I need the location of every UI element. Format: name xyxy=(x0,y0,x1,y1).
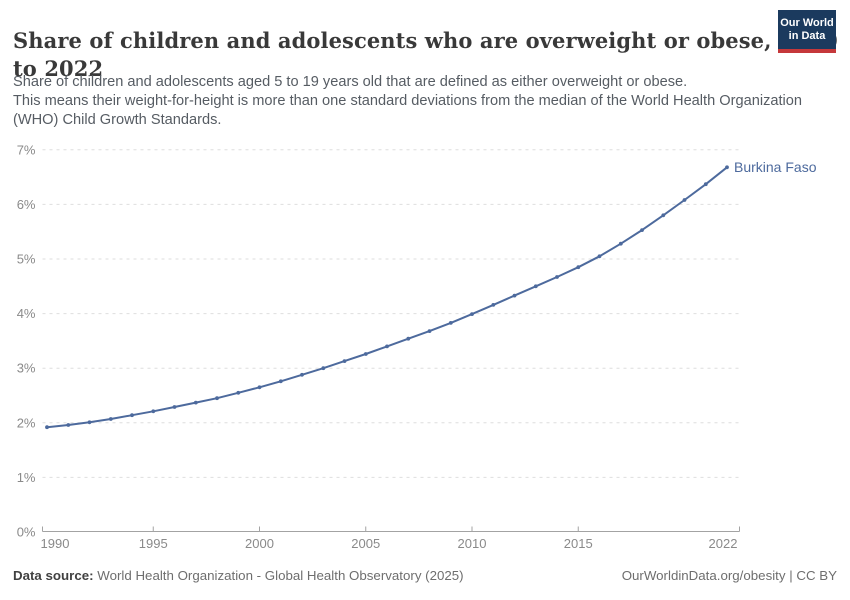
data-point[interactable] xyxy=(725,165,729,170)
chart-footer: Data source: World Health Organization -… xyxy=(13,568,837,583)
x-tick-label: 2022 xyxy=(709,536,738,551)
data-point[interactable] xyxy=(597,254,602,259)
data-point[interactable] xyxy=(661,213,666,218)
x-tick-label: 1995 xyxy=(139,536,168,551)
trend-line[interactable] xyxy=(46,166,728,429)
data-point[interactable] xyxy=(385,344,389,349)
data-point[interactable] xyxy=(300,372,304,377)
data-point[interactable] xyxy=(555,275,559,279)
y-tick-label: 1% xyxy=(17,470,36,485)
data-point[interactable] xyxy=(151,409,156,414)
data-point[interactable] xyxy=(321,366,326,371)
y-tick-label: 3% xyxy=(17,361,36,376)
data-point[interactable] xyxy=(215,396,219,401)
data-point[interactable] xyxy=(108,417,113,421)
data-point[interactable] xyxy=(363,352,368,356)
data-point[interactable] xyxy=(87,420,92,425)
owid-logo-line-2: in Data xyxy=(788,30,826,42)
data-point[interactable] xyxy=(682,198,687,202)
title-line-1: Share of children and adolescents who ar… xyxy=(13,28,838,54)
data-point[interactable] xyxy=(470,312,474,316)
y-tick-label: 0% xyxy=(17,525,36,540)
y-tick-label: 6% xyxy=(17,197,36,212)
owid-logo[interactable]: Our World in Data xyxy=(778,10,836,53)
data-point[interactable] xyxy=(172,405,177,409)
data-point[interactable] xyxy=(278,379,283,384)
subtitle-line: This means their weight-for-height is mo… xyxy=(13,93,803,109)
data-point[interactable] xyxy=(576,265,581,270)
data-point[interactable] xyxy=(130,413,134,418)
data-point[interactable] xyxy=(448,321,453,325)
data-point[interactable] xyxy=(66,423,71,427)
x-tick-label: 1990 xyxy=(41,536,70,551)
data-point[interactable] xyxy=(703,182,708,187)
data-point[interactable] xyxy=(427,329,432,333)
x-tick-label: 2005 xyxy=(351,536,380,551)
y-tick-label: 4% xyxy=(17,306,36,321)
data-point[interactable] xyxy=(618,241,623,246)
x-tick-label: 2000 xyxy=(245,536,274,551)
y-tick-label: 5% xyxy=(17,252,36,267)
data-point[interactable] xyxy=(193,400,198,405)
data-point[interactable] xyxy=(406,336,411,341)
data-point[interactable] xyxy=(45,425,49,430)
x-tick-label: 2015 xyxy=(564,536,593,551)
page-title: Share of children and adolescents who ar… xyxy=(13,27,838,83)
data-point[interactable] xyxy=(640,228,644,233)
footer-link[interactable]: OurWorldinData.org/obesity | CC BY xyxy=(621,568,837,583)
data-point[interactable] xyxy=(512,293,517,298)
data-point[interactable] xyxy=(491,303,496,307)
chart-subtitle: Share of children and adolescents aged 5… xyxy=(13,73,841,130)
y-tick-label: 2% xyxy=(17,415,36,430)
owid-logo-line-1: Our World xyxy=(780,17,834,29)
y-tick-label: 7% xyxy=(17,142,36,157)
data-source-label: Data source: xyxy=(13,568,94,583)
x-tick-label: 2010 xyxy=(458,536,487,551)
series-end-label: Burkina Faso xyxy=(734,159,817,175)
subtitle-line: (WHO) Child Growth Standards. xyxy=(13,112,222,128)
title-line-2: to 2022 xyxy=(13,56,104,82)
subtitle-line: Share of children and adolescents aged 5… xyxy=(13,74,688,90)
data-point[interactable] xyxy=(533,284,538,289)
data-point[interactable] xyxy=(236,390,241,395)
data-point[interactable] xyxy=(257,385,262,390)
data-source-text: World Health Organization - Global Healt… xyxy=(97,568,464,583)
data-point[interactable] xyxy=(342,359,347,363)
